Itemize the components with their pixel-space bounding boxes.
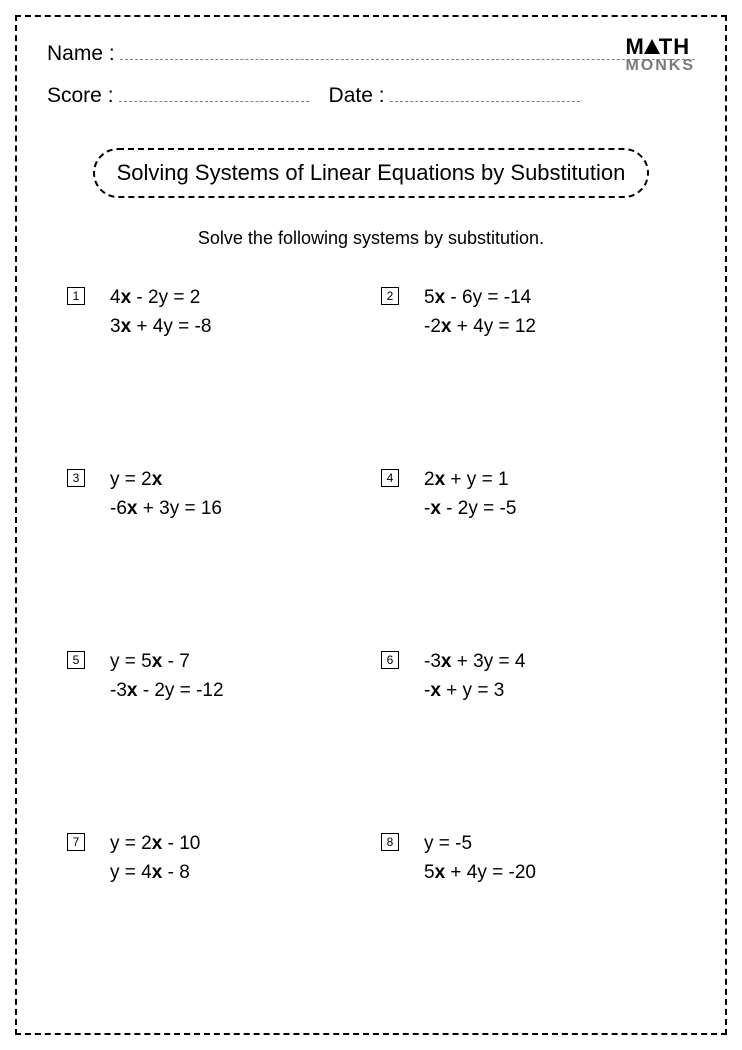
equation-2: -6x + 3y = 16 xyxy=(110,495,222,524)
equation-1: 5x - 6y = -14 xyxy=(424,284,536,313)
problem-number-box: 4 xyxy=(381,469,399,487)
equation-2: -x - 2y = -5 xyxy=(424,495,516,524)
equations: 4x - 2y = 23x + 4y = -8 xyxy=(110,284,211,341)
problems-grid: 1 4x - 2y = 23x + 4y = -8 2 5x - 6y = -14-2… xyxy=(47,284,695,887)
name-input-line[interactable] xyxy=(120,42,695,60)
equations: y = 2x-6x + 3y = 16 xyxy=(110,466,222,523)
problem-number-box: 6 xyxy=(381,651,399,669)
equations: -3x + 3y = 4-x + y = 3 xyxy=(424,648,525,705)
equation-1: y = 2x xyxy=(110,466,222,495)
logo-top: MTH xyxy=(625,37,695,58)
score-input-line[interactable] xyxy=(119,84,309,102)
equations: y = 2x - 10y = 4x - 8 xyxy=(110,830,200,887)
equation-1: y = 5x - 7 xyxy=(110,648,224,677)
equations: 2x + y = 1-x - 2y = -5 xyxy=(424,466,516,523)
title-container: Solving Systems of Linear Equations by S… xyxy=(47,148,695,198)
problem-1: 1 4x - 2y = 23x + 4y = -8 xyxy=(67,284,361,341)
equation-1: y = 2x - 10 xyxy=(110,830,200,859)
equation-2: -x + y = 3 xyxy=(424,677,525,706)
problem-number-box: 3 xyxy=(67,469,85,487)
score-label: Score : xyxy=(47,84,114,108)
problem-7: 7 y = 2x - 10y = 4x - 8 xyxy=(67,830,361,887)
score-date-row: Score : Date : xyxy=(47,84,695,108)
equation-2: 3x + 4y = -8 xyxy=(110,313,211,342)
problem-5: 5 y = 5x - 7-3x - 2y = -12 xyxy=(67,648,361,705)
problem-3: 3 y = 2x-6x + 3y = 16 xyxy=(67,466,361,523)
problem-2: 2 5x - 6y = -14-2x + 4y = 12 xyxy=(381,284,675,341)
problem-number-box: 5 xyxy=(67,651,85,669)
problem-4: 4 2x + y = 1-x - 2y = -5 xyxy=(381,466,675,523)
equation-1: y = -5 xyxy=(424,830,536,859)
problem-number-box: 1 xyxy=(67,287,85,305)
equations: y = 5x - 7-3x - 2y = -12 xyxy=(110,648,224,705)
equation-1: 4x - 2y = 2 xyxy=(110,284,211,313)
worksheet-border: Name : MTH MONKS Score : Date : Solving … xyxy=(15,15,727,1035)
triangle-icon xyxy=(644,39,660,54)
equation-1: 2x + y = 1 xyxy=(424,466,516,495)
logo-bottom: MONKS xyxy=(625,58,695,73)
problem-number-box: 7 xyxy=(67,833,85,851)
instructions-text: Solve the following systems by substitut… xyxy=(47,228,695,249)
worksheet-title: Solving Systems of Linear Equations by S… xyxy=(93,148,650,198)
equation-2: y = 4x - 8 xyxy=(110,859,200,888)
equations: 5x - 6y = -14-2x + 4y = 12 xyxy=(424,284,536,341)
problem-6: 6 -3x + 3y = 4-x + y = 3 xyxy=(381,648,675,705)
problem-number-box: 8 xyxy=(381,833,399,851)
equation-2: -3x - 2y = -12 xyxy=(110,677,224,706)
equation-2: -2x + 4y = 12 xyxy=(424,313,536,342)
name-row: Name : MTH MONKS xyxy=(47,42,695,66)
equations: y = -55x + 4y = -20 xyxy=(424,830,536,887)
date-label: Date : xyxy=(329,84,385,108)
problem-8: 8 y = -55x + 4y = -20 xyxy=(381,830,675,887)
math-monks-logo: MTH MONKS xyxy=(625,37,695,73)
name-label: Name : xyxy=(47,42,115,66)
date-input-line[interactable] xyxy=(390,84,580,102)
equation-2: 5x + 4y = -20 xyxy=(424,859,536,888)
equation-1: -3x + 3y = 4 xyxy=(424,648,525,677)
problem-number-box: 2 xyxy=(381,287,399,305)
